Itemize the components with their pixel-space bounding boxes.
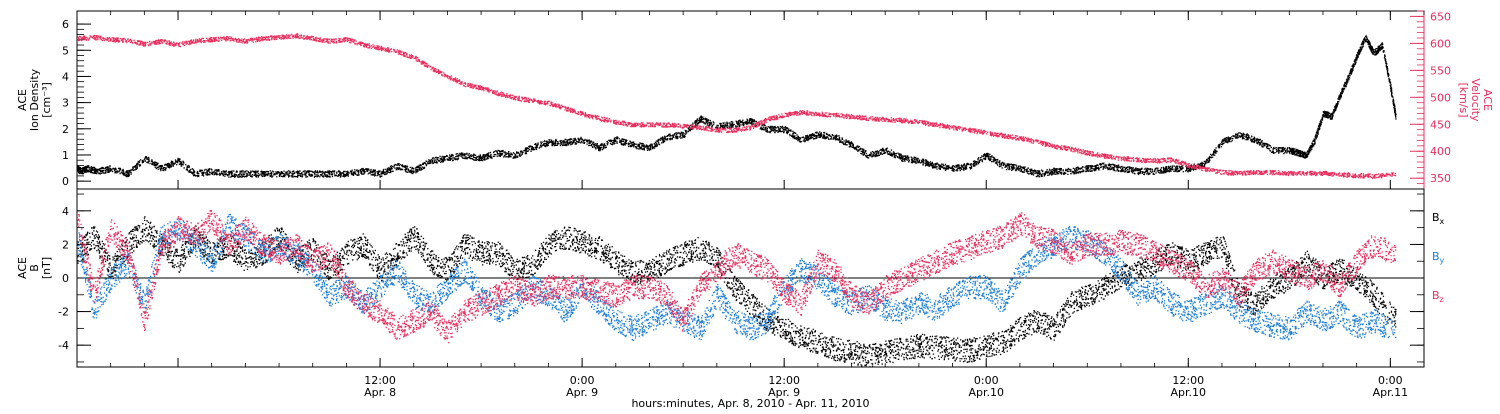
- x-tick-label-date: Apr. 8: [364, 386, 396, 399]
- top-right-tick-label: 650: [1430, 10, 1451, 23]
- velocity-marks: [77, 33, 1397, 179]
- bz-component-marks: [77, 210, 1397, 344]
- top-left-tick-label: 0: [62, 175, 69, 188]
- top-ylabel-line: ACE: [16, 89, 29, 111]
- x-tick-label-date: Apr. 9: [768, 386, 800, 399]
- top-ylabel-line: [cm⁻³]: [40, 82, 53, 118]
- top-y2label-line: Velocity: [1469, 78, 1482, 122]
- top-left-tick-label: 1: [62, 149, 69, 162]
- x-tick-label-time: 0:00: [974, 374, 999, 387]
- top-right-tick-label: 600: [1430, 37, 1451, 50]
- legend-entry-by: By: [1432, 250, 1445, 265]
- top-right-tick-label: 500: [1430, 91, 1451, 104]
- bottom-left-tick-label: -2: [58, 306, 69, 319]
- bottom-ylabel-line: ACE: [16, 257, 29, 279]
- bottom-left-axis-label: ACE B [nT]: [16, 257, 53, 279]
- legend-subscript: x: [1440, 217, 1445, 226]
- top-y2label-line: [km/s]: [1457, 82, 1470, 117]
- top-left-tick-label: 5: [62, 44, 69, 57]
- x-tick-label-time: 12:00: [1172, 374, 1204, 387]
- bottom-left-tick-label: 4: [62, 205, 69, 218]
- top-right-tick-label: 550: [1430, 64, 1451, 77]
- x-tick-label-time: 0:00: [570, 374, 595, 387]
- x-axis-title: hours:minutes, Apr. 8, 2010 - Apr. 11, 2…: [631, 397, 869, 410]
- top-y2label-line: ACE: [1481, 89, 1494, 111]
- bz-component-points: [77, 210, 1397, 344]
- top-right-tick-label: 350: [1430, 172, 1451, 185]
- x-tick-label-time: 12:00: [364, 374, 396, 387]
- x-tick-label-date: Apr.10: [968, 386, 1004, 399]
- top-right-tick-label: 400: [1430, 145, 1451, 158]
- top-left-axis-label: ACE Ion Density [cm⁻³]: [16, 68, 53, 131]
- x-tick-label-date: Apr.10: [1171, 386, 1207, 399]
- top-left-tick-label: 3: [62, 97, 69, 110]
- top-left-tick-label: 2: [62, 123, 69, 136]
- bottom-left-tick-label: 0: [62, 272, 69, 285]
- velocity-points: [77, 33, 1397, 179]
- x-tick-label-date: Apr. 9: [566, 386, 598, 399]
- bottom-ylabel-line: B: [28, 264, 41, 272]
- ion-density-points: [77, 35, 1397, 178]
- top-ylabel-line: Ion Density: [28, 68, 41, 131]
- top-left-tick-label: 4: [62, 70, 69, 83]
- ion-density-marks: [77, 35, 1397, 178]
- x-tick-label-date: Apr.11: [1373, 386, 1409, 399]
- bottom-left-tick-label: -4: [58, 339, 69, 352]
- legend-subscript: z: [1440, 295, 1444, 304]
- legend-subscript: y: [1440, 256, 1445, 265]
- bottom-ylabel-line: [nT]: [40, 257, 53, 279]
- top-right-tick-label: 450: [1430, 118, 1451, 131]
- top-left-tick-label: 6: [62, 18, 69, 31]
- legend-entry-bx: Bx: [1432, 211, 1445, 226]
- bottom-left-tick-label: 2: [62, 238, 69, 251]
- x-tick-label-time: 0:00: [1378, 374, 1403, 387]
- legend-entry-bz: Bz: [1432, 289, 1444, 304]
- x-tick-label-time: 12:00: [768, 374, 800, 387]
